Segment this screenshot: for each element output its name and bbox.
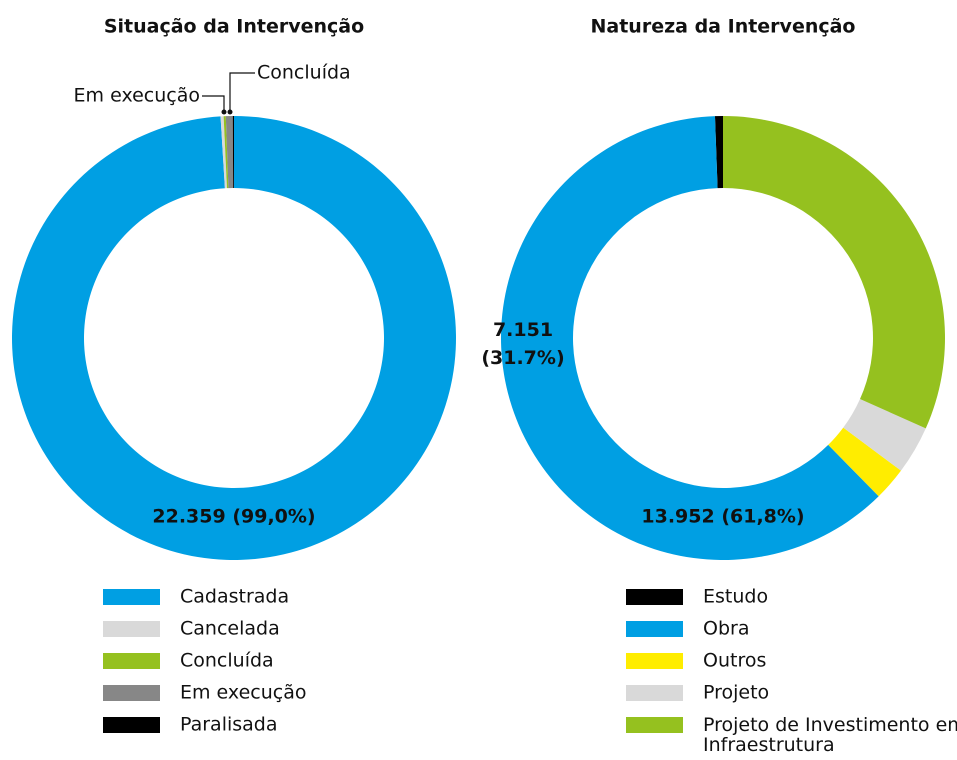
legend-label: Outros (703, 650, 766, 672)
annotation: Em execução (74, 85, 200, 107)
value-label-line: 7.151 (493, 319, 553, 341)
value-label: 22.359 (99,0%) (152, 506, 315, 528)
callout-dot (221, 109, 227, 115)
legend-label: Paralisada (180, 714, 278, 736)
annotation: Concluída (257, 62, 351, 84)
value-label-line: (31.7%) (481, 347, 564, 369)
legend-swatch (626, 685, 683, 701)
donut-segment (501, 116, 879, 561)
legend-swatch (626, 653, 683, 669)
value-label: 7.151 (31.7%) (481, 319, 564, 369)
legend-label: Projeto (703, 682, 769, 704)
legend-swatch (626, 717, 683, 733)
legend-swatch (626, 589, 683, 605)
donut-segment (11, 116, 456, 560)
legend-swatch (103, 685, 160, 701)
donut-segment (828, 427, 902, 497)
callout-line (202, 95, 225, 112)
legend-label-line: Infraestrutura (703, 734, 835, 756)
legend-label: Projeto de Investimento em Infraestrutura (703, 714, 957, 756)
legend-label: Cancelada (180, 618, 280, 640)
legend-label: Estudo (703, 586, 768, 608)
donut-segment (232, 116, 234, 189)
donut-segment (714, 116, 723, 189)
legend-label: Em execução (180, 682, 306, 704)
legend-swatch (103, 621, 160, 637)
legend-label-line: Projeto de Investimento em (703, 714, 957, 736)
legend-swatch (103, 717, 160, 733)
legend-label: Obra (703, 618, 749, 640)
chart-title: Natureza da Intervenção (591, 16, 856, 38)
legend-label: Cadastrada (180, 586, 289, 608)
value-label: 13.952 (61,8%) (641, 506, 804, 528)
legend-swatch (103, 653, 160, 669)
legend-swatch (626, 621, 683, 637)
legend-label: Concluída (180, 650, 274, 672)
donut-segment (225, 116, 234, 189)
donut-segment (843, 399, 926, 471)
chart-title: Situação da Intervenção (104, 16, 364, 38)
legend-swatch (103, 589, 160, 605)
callout-dot (227, 109, 233, 115)
donut-segment (223, 116, 229, 189)
donut-segment (220, 116, 227, 189)
donut-segment (723, 116, 946, 429)
callout-line (229, 72, 255, 112)
